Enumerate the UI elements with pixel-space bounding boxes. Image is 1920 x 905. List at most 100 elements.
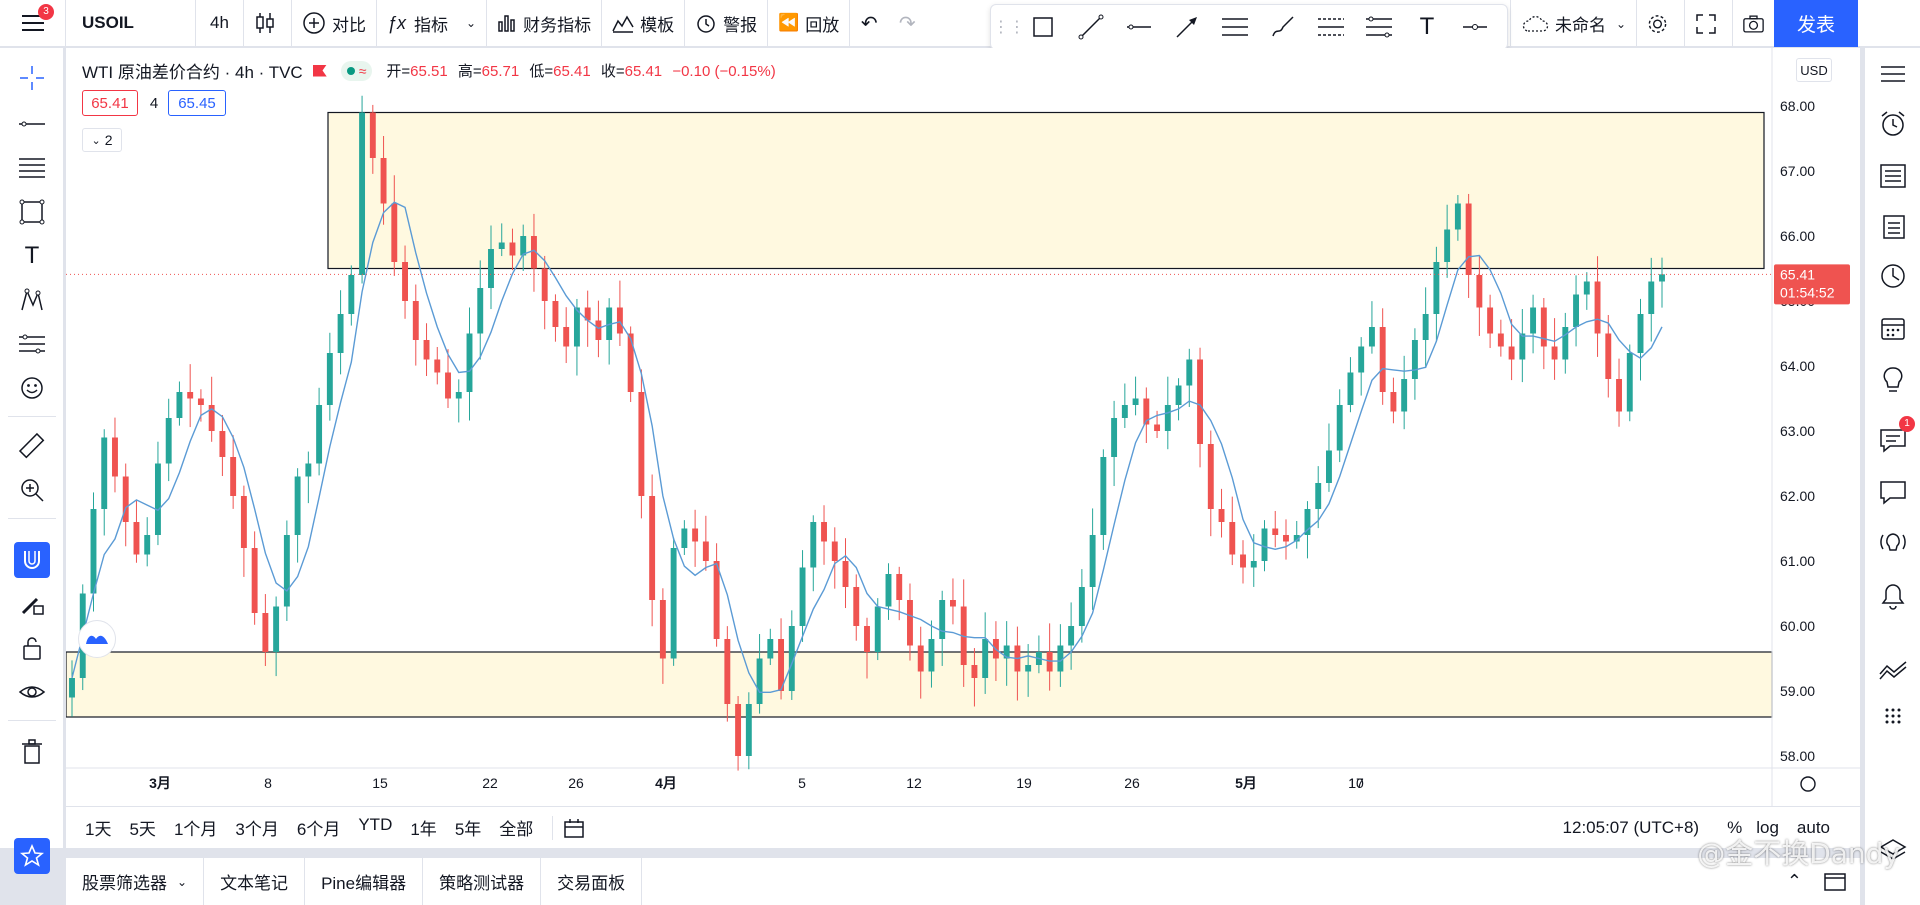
axis-settings-icon[interactable] bbox=[1800, 776, 1816, 792]
range-button[interactable]: 6个月 bbox=[296, 820, 341, 839]
chevron-down-icon[interactable]: ⌄ bbox=[177, 874, 188, 889]
interval-button[interactable]: 4h bbox=[196, 0, 244, 47]
compare-button[interactable]: 对比 bbox=[292, 0, 377, 47]
close-value: 65.41 bbox=[624, 63, 663, 80]
close-label: 收= bbox=[600, 63, 625, 80]
range-button[interactable]: 1天 bbox=[85, 820, 112, 839]
line-tool[interactable] bbox=[14, 106, 50, 142]
collapse-panel-icon[interactable]: ⌃ bbox=[1786, 871, 1802, 891]
parallel-channel-tool[interactable] bbox=[1211, 7, 1259, 47]
tradingview-logo[interactable] bbox=[78, 620, 116, 658]
hide-drawings-toggle[interactable] bbox=[14, 674, 50, 710]
rectangle-tool[interactable] bbox=[1019, 7, 1067, 47]
drag-handle-icon[interactable]: ⋮⋮ bbox=[993, 19, 1025, 36]
magnet-toggle[interactable] bbox=[14, 542, 50, 578]
range-button[interactable]: 全部 bbox=[499, 820, 534, 839]
flag-icon[interactable] bbox=[312, 64, 327, 77]
crosshair-tool[interactable] bbox=[14, 60, 50, 96]
lock-drawings-toggle[interactable] bbox=[14, 630, 50, 666]
range-button[interactable]: 3个月 bbox=[235, 820, 279, 839]
data-window-button[interactable] bbox=[1875, 258, 1911, 294]
series-title[interactable]: WTI 原油差价合约 · 4h · TVC bbox=[82, 63, 303, 82]
measure-tool[interactable] bbox=[14, 428, 50, 464]
tab-pine-editor[interactable]: Pine编辑器 bbox=[305, 858, 424, 905]
price-line-tool[interactable] bbox=[1451, 7, 1499, 47]
list-icon bbox=[1881, 66, 1905, 82]
main-menu-button[interactable]: 3 bbox=[0, 0, 66, 47]
alerts-panel-button[interactable] bbox=[1875, 106, 1911, 142]
templates-button[interactable]: 模板 bbox=[602, 0, 686, 47]
range-button[interactable]: 1个月 bbox=[173, 820, 218, 839]
fib-channel-tool[interactable] bbox=[1355, 7, 1403, 47]
tab-text-notes[interactable]: 文本笔记 bbox=[204, 858, 306, 905]
goto-date-icon[interactable] bbox=[563, 817, 585, 839]
collapse-indicators-button[interactable]: ⌄ 2 bbox=[82, 128, 122, 152]
streams-button[interactable] bbox=[1875, 526, 1911, 562]
tab-strategy-tester[interactable]: 策略测试器 bbox=[423, 858, 542, 905]
utc-clock[interactable]: 12:05:07 (UTC+8) bbox=[1562, 817, 1700, 837]
range-button[interactable]: 1年 bbox=[410, 820, 437, 839]
text-tool-left[interactable]: T bbox=[14, 238, 50, 274]
indicators-button[interactable]: ƒx 指标 ⌄ bbox=[377, 0, 488, 47]
stay-in-drawing-toggle[interactable] bbox=[14, 586, 50, 622]
tab-stock-screener[interactable]: 股票筛选器 ⌄ bbox=[66, 858, 205, 905]
buy-price-button[interactable]: 65.45 bbox=[168, 90, 226, 116]
alert-button[interactable]: 警报 bbox=[685, 0, 769, 47]
financials-button[interactable]: 财务指标 bbox=[487, 0, 603, 47]
notifications-button[interactable] bbox=[1875, 578, 1911, 614]
redo-button[interactable]: ↷ bbox=[888, 0, 926, 47]
percent-toggle[interactable]: % bbox=[1727, 817, 1743, 837]
layers-button[interactable] bbox=[1875, 832, 1911, 868]
log-toggle[interactable]: log bbox=[1756, 817, 1779, 837]
symbol-search-button[interactable]: USOIL bbox=[66, 0, 196, 47]
range-button[interactable]: 5天 bbox=[129, 820, 156, 839]
publish-button[interactable]: 发表 bbox=[1774, 0, 1858, 47]
zone-rect[interactable] bbox=[327, 111, 1765, 270]
ideas-button[interactable] bbox=[1875, 362, 1911, 398]
moving-average-line[interactable] bbox=[71, 201, 1663, 693]
maximize-panel-icon[interactable] bbox=[1824, 872, 1846, 891]
candle-body bbox=[767, 639, 774, 659]
trendline-tool[interactable] bbox=[1067, 7, 1115, 47]
range-button[interactable]: 5年 bbox=[454, 820, 482, 839]
range-button[interactable]: YTD bbox=[358, 815, 393, 834]
price-chart[interactable]: 68.0067.0066.0065.0064.0063.0062.0061.00… bbox=[66, 48, 1860, 806]
news-button[interactable] bbox=[1875, 158, 1911, 194]
fib-tool[interactable] bbox=[1307, 7, 1355, 47]
horizontal-ray-tool[interactable] bbox=[1115, 7, 1163, 47]
chats-button[interactable]: 1 bbox=[1875, 416, 1915, 458]
watchlist-button[interactable] bbox=[1875, 56, 1911, 92]
channel-tool[interactable] bbox=[14, 150, 50, 186]
private-chats-button[interactable] bbox=[1875, 474, 1911, 510]
candle-body bbox=[584, 307, 591, 321]
chevron-down-icon[interactable]: ⌄ bbox=[466, 16, 477, 30]
object-tree-button[interactable] bbox=[1875, 208, 1911, 244]
zoom-tool[interactable] bbox=[14, 472, 50, 508]
favorites-button[interactable] bbox=[14, 838, 50, 874]
fullscreen-button[interactable] bbox=[1685, 0, 1734, 47]
settings-button[interactable] bbox=[1637, 0, 1686, 47]
pattern-tool[interactable] bbox=[14, 282, 50, 318]
apps-grid-button[interactable] bbox=[1875, 698, 1911, 734]
plus-circle-icon bbox=[303, 12, 325, 34]
calendar-button[interactable] bbox=[1875, 310, 1911, 346]
chart-pane[interactable]: 68.0067.0066.0065.0064.0063.0062.0061.00… bbox=[66, 48, 1860, 848]
text-tool[interactable]: T bbox=[1403, 7, 1451, 47]
candle-body bbox=[1562, 327, 1569, 360]
undo-button[interactable]: ↶ bbox=[850, 0, 888, 47]
shapes-tool[interactable] bbox=[14, 194, 50, 230]
hotlists-button[interactable] bbox=[1875, 652, 1911, 688]
arrow-tool[interactable] bbox=[1163, 7, 1211, 47]
remove-drawings-button[interactable] bbox=[14, 734, 50, 770]
auto-toggle[interactable]: auto bbox=[1796, 817, 1830, 837]
layout-button[interactable]: 未命名 ⌄ bbox=[1510, 0, 1638, 47]
replay-button[interactable]: ⏪ 回放 bbox=[768, 0, 851, 47]
tab-trading-panel[interactable]: 交易面板 bbox=[541, 858, 643, 905]
brush-tool[interactable] bbox=[1259, 7, 1307, 47]
prediction-tool[interactable] bbox=[14, 326, 50, 362]
chart-type-button[interactable] bbox=[244, 0, 292, 47]
candle-body bbox=[1659, 274, 1665, 282]
icons-tool[interactable] bbox=[14, 370, 50, 406]
currency-button[interactable]: USD bbox=[1796, 58, 1832, 82]
sell-price-button[interactable]: 65.41 bbox=[82, 90, 138, 116]
